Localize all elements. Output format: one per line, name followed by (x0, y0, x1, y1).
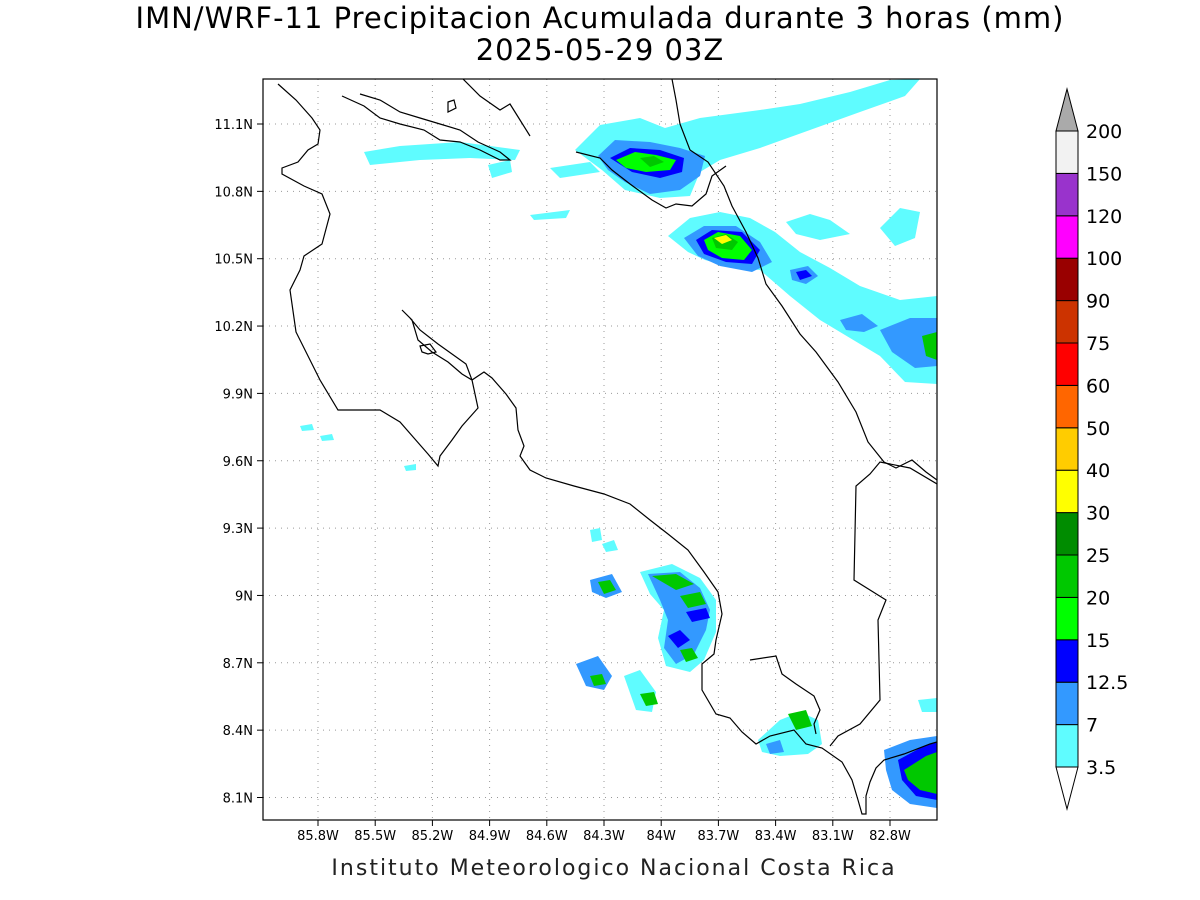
tick-label-lon: 84.9W (469, 829, 511, 844)
map-background (263, 79, 937, 820)
colorbar-label: 150 (1086, 163, 1122, 185)
colorbar-swatch (1055, 554, 1079, 598)
colorbar-label: 75 (1086, 333, 1110, 355)
tick-label-lon: 83.1W (812, 829, 854, 844)
tick-label-lon: 85.5W (354, 829, 396, 844)
panama-east-coast (829, 461, 937, 747)
colorbar-swatch (1055, 596, 1079, 641)
caribbean-coast (671, 79, 937, 481)
colorbar-swatch (1055, 469, 1079, 514)
colorbar-label: 90 (1086, 291, 1110, 313)
colorbar-swatch (1055, 130, 1079, 174)
colorbar-label: 50 (1086, 418, 1110, 440)
tick-label-lat: 8.4N (223, 724, 253, 739)
tick-label-lon: 85.8W (297, 829, 339, 844)
colorbar-arrow-high (1055, 87, 1079, 132)
colorbar-label: 7 (1086, 715, 1098, 737)
map-frame (262, 78, 938, 821)
tick-label-lat: 8.7N (223, 657, 253, 672)
nicaragua-pacific-coast (277, 83, 937, 815)
colorbar-label: 120 (1086, 206, 1122, 228)
colorbar-swatch (1055, 427, 1079, 471)
colorbar-swatch (1055, 257, 1079, 302)
precip-cluster-south (300, 424, 937, 808)
tick-label-lon: 84.3W (583, 829, 625, 844)
tick-label-lat: 9.3N (223, 522, 253, 537)
tick-label-lat: 8.1N (223, 792, 253, 807)
map-title: IMN/WRF-11 Precipitacion Acumulada duran… (135, 1, 1065, 35)
longitude-ticks: 85.8W 85.5W 85.2W 84.9W 84.6W 84.3W 84W 83.7W 83… (297, 820, 911, 844)
tick-label-lat: 10.8N (214, 185, 253, 200)
colorbar: 3.5 7 12.5 15 20 25 30 40 50 60 75 90 100 120 150 200 (1055, 87, 1128, 811)
tick-label-lon: 83.4W (755, 829, 797, 844)
colorbar-swatch (1055, 639, 1079, 683)
colorbar-label: 20 (1086, 587, 1110, 609)
tick-label-lat: 11.1N (214, 118, 253, 133)
colorbar-label: 3.5 (1086, 757, 1116, 779)
tick-label-lat: 9.9N (223, 387, 253, 402)
coastline-borders (277, 79, 937, 815)
colorbar-swatch (1055, 172, 1079, 217)
tick-label-lon: 84W (646, 829, 676, 844)
latitude-ticks: 11.1N 10.8N 10.5N 10.2N 9.9N 9.6N 9.3N 9N 8.7N 8.… (214, 118, 263, 807)
colorbar-swatch (1055, 512, 1079, 556)
colorbar-swatch (1055, 300, 1079, 344)
nicoya-island (419, 343, 438, 355)
tick-label-lon: 84.6W (526, 829, 568, 844)
colorbar-label: 200 (1086, 121, 1122, 143)
colorbar-label: 25 (1086, 545, 1110, 567)
map-footer: Instituto Meteorologico Nacional Costa R… (331, 856, 897, 881)
tick-label-lon: 82.8W (869, 829, 911, 844)
colorbar-label: 100 (1086, 248, 1122, 270)
colorbar-swatch (1055, 215, 1079, 259)
tick-label-lat: 9.6N (223, 455, 253, 470)
colorbar-label: 12.5 (1086, 672, 1128, 694)
colorbar-swatch (1055, 681, 1079, 726)
colorbar-label: 40 (1086, 460, 1110, 482)
tick-label-lon: 83.7W (697, 829, 739, 844)
precip-cluster-north-caribbean (364, 79, 920, 220)
tick-label-lon: 85.2W (411, 829, 453, 844)
tick-label-lat: 10.5N (214, 253, 253, 268)
colorbar-swatch (1055, 384, 1079, 429)
tick-label-lat: 10.2N (214, 320, 253, 335)
nicaragua-lake-shore (341, 93, 512, 161)
panama-border (749, 655, 821, 735)
costa-rica-north-border (575, 151, 727, 209)
colorbar-swatch (1055, 724, 1079, 768)
map-subtitle: 2025-05-29 03Z (475, 33, 725, 67)
nicaragua-north-coast (462, 79, 531, 137)
precipitation-field (300, 79, 937, 808)
colorbar-label: 60 (1086, 375, 1110, 397)
colorbar-label: 15 (1086, 630, 1110, 652)
colorbar-label: 30 (1086, 503, 1110, 525)
colorbar-swatch (1055, 342, 1079, 386)
tick-label-lat: 9N (235, 589, 253, 604)
colorbar-arrow-low (1055, 766, 1079, 811)
lake-island-outline (447, 99, 457, 113)
precip-cluster-10-6n (668, 208, 937, 384)
